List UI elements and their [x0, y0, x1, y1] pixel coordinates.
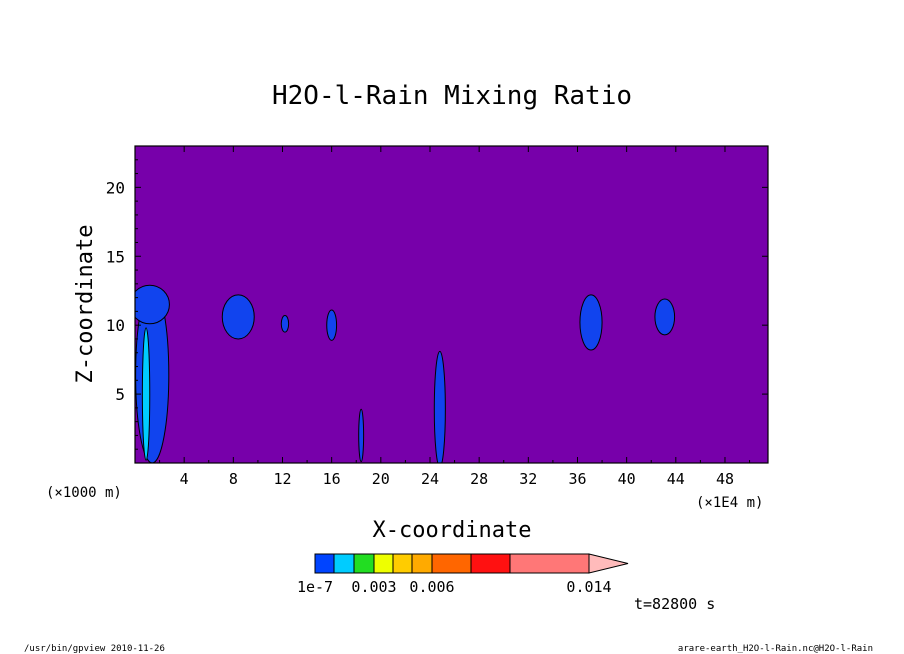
y-tick-label: 20 — [106, 178, 125, 197]
x-unit-right: (×1E4 m) — [696, 495, 763, 511]
time-label: t=82800 s — [634, 595, 715, 613]
x-tick-label: 44 — [667, 470, 685, 488]
contour-region-9 — [654, 298, 676, 336]
colorbar-segment — [392, 553, 413, 574]
contour-region-8 — [579, 294, 603, 351]
colorbar-segment — [431, 553, 472, 574]
x-tick-label: 12 — [273, 470, 291, 488]
contour-region-1 — [135, 284, 170, 325]
x-tick-label: 24 — [421, 470, 439, 488]
x-unit-left: (×1000 m) — [46, 485, 122, 501]
x-tick-label: 32 — [519, 470, 537, 488]
colorbar-segment — [470, 553, 511, 574]
x-tick-label: 36 — [568, 470, 586, 488]
colorbar-label: 0.003 — [351, 578, 396, 596]
colorbar: 1e-7 0.003 0.006 0.014 — [297, 553, 629, 596]
colorbar-label: 1e-7 — [297, 578, 333, 596]
y-tick-label: 10 — [106, 316, 125, 335]
x-tick-label: 28 — [470, 470, 488, 488]
colorbar-segment — [373, 553, 394, 574]
colorbar-label: 0.014 — [566, 578, 611, 596]
x-axis-label: X-coordinate — [373, 518, 532, 543]
x-tick-label: 40 — [618, 470, 636, 488]
contour-region-4 — [280, 315, 290, 333]
y-axis-label: Z-coordinate — [73, 225, 98, 384]
colorbar-segment — [353, 553, 375, 574]
colorbar-segment — [509, 553, 590, 574]
y-tick-label: 5 — [115, 385, 125, 404]
x-tick-label: 48 — [716, 470, 734, 488]
contour-region-3 — [221, 294, 255, 340]
x-tick-label: 8 — [229, 470, 238, 488]
contour-region-6 — [358, 408, 365, 463]
colorbar-segment — [411, 553, 433, 574]
footer-left: /usr/bin/gpview 2010-11-26 — [24, 644, 165, 654]
colorbar-segment — [333, 553, 355, 574]
contour-regions — [135, 284, 676, 463]
contour-region-2 — [141, 327, 151, 461]
colorbar-segment — [314, 553, 335, 574]
x-tick-label: 16 — [323, 470, 341, 488]
colorbar-label: 0.006 — [409, 578, 454, 596]
x-tick-label: 4 — [180, 470, 189, 488]
footer-right: arare-earth_H2O-l-Rain.nc@H2O-l-Rain — [678, 644, 873, 654]
contour-region-7 — [433, 350, 446, 463]
x-tick-label: 20 — [372, 470, 390, 488]
y-tick-label: 15 — [106, 247, 125, 266]
plot-frame — [134, 145, 769, 464]
colorbar-arrow — [588, 553, 629, 574]
chart-title: H2O-l-Rain Mixing Ratio — [272, 81, 632, 111]
contour-region-5 — [326, 309, 338, 341]
